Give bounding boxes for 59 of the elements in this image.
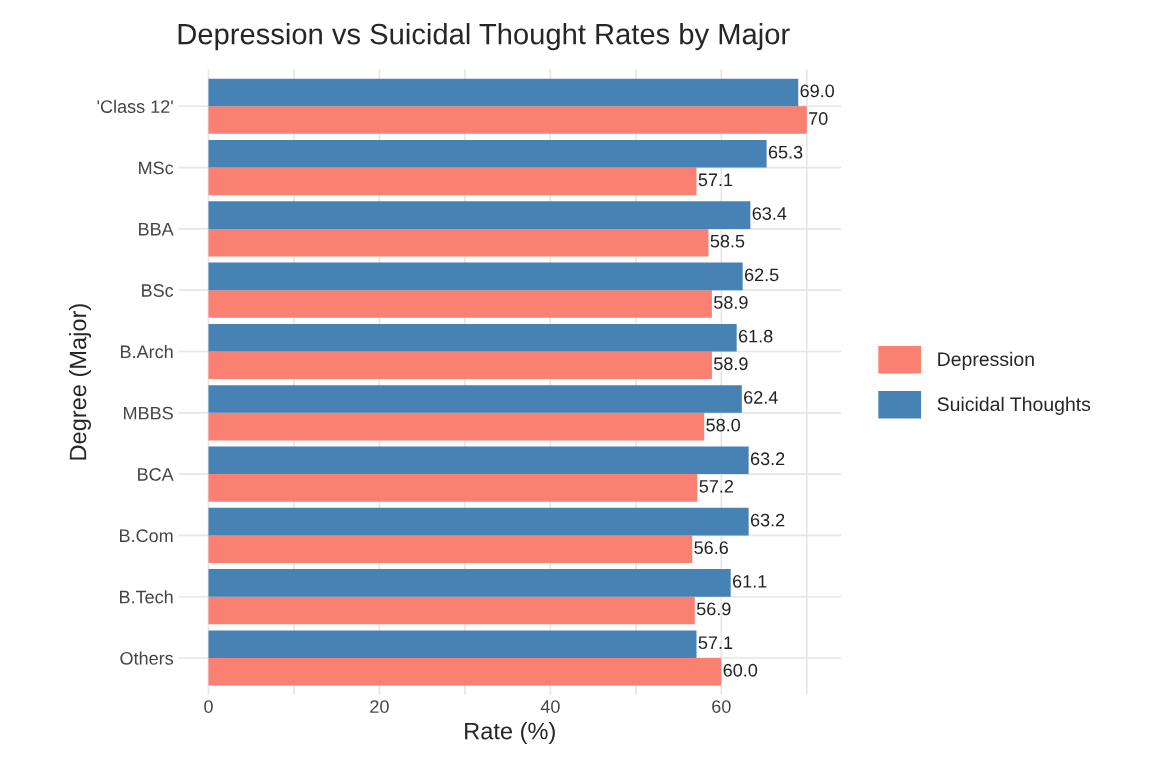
bar	[208, 535, 693, 563]
bar	[208, 201, 751, 229]
y-tick-label: MSc	[139, 161, 174, 175]
y-tick-label: BSc	[142, 284, 174, 297]
data-label: 62.5	[744, 268, 779, 282]
data-label: 63.2	[750, 452, 785, 466]
y-tick-label: B.Com	[120, 529, 173, 543]
data-label: 58.9	[714, 296, 748, 309]
data-label: 62.4	[744, 391, 778, 404]
bar	[208, 658, 722, 686]
bar	[208, 106, 807, 134]
data-label: 56.9	[696, 602, 731, 616]
bar	[208, 446, 749, 475]
data-label: 61.1	[733, 574, 767, 588]
y-axis-title: Degree (Major)	[68, 304, 91, 460]
bar	[208, 290, 712, 318]
data-label: 63.2	[750, 513, 785, 527]
x-tick-label: 60	[712, 700, 731, 713]
y-tick-label: 'Class 12'	[97, 99, 173, 113]
legend-label: Suicidal Thoughts	[937, 396, 1091, 415]
y-tick-label: BCA	[138, 468, 174, 481]
bar	[208, 228, 709, 257]
bar	[208, 351, 712, 380]
bar	[208, 596, 695, 625]
data-label: 63.4	[752, 207, 787, 220]
data-label: 58.0	[706, 418, 741, 432]
bar	[208, 78, 799, 107]
data-label: 58.5	[710, 234, 745, 248]
data-label: 70	[809, 112, 828, 125]
bar	[208, 262, 743, 291]
bar	[208, 569, 731, 597]
y-tick-label: Others	[120, 651, 174, 665]
x-axis-title: Rate (%)	[465, 722, 555, 745]
data-label: 60.0	[723, 663, 758, 677]
legend-label: Depression	[938, 351, 1034, 370]
data-label: 57.2	[699, 479, 733, 493]
bar	[208, 139, 767, 168]
data-label: 58.9	[714, 357, 748, 371]
bar	[208, 323, 737, 352]
bar	[208, 507, 749, 536]
bar	[208, 167, 697, 196]
y-tick-label: MBBS	[124, 406, 173, 420]
x-tick-label: 20	[370, 700, 389, 713]
y-tick-label: B.Tech	[119, 590, 173, 604]
data-label: 69.0	[800, 84, 835, 98]
data-label: 65.3	[768, 145, 803, 159]
data-label: 61.8	[738, 329, 773, 343]
data-label: 57.1	[698, 636, 733, 650]
bar	[208, 630, 697, 659]
bar	[208, 474, 698, 502]
bar	[208, 412, 705, 441]
chart-title: Depression vs Suicidal Thought Rates by Major	[178, 22, 790, 51]
x-tick-label: 0	[204, 700, 213, 713]
data-label: 57.1	[698, 173, 733, 187]
x-tick-label: 40	[540, 700, 560, 713]
y-tick-label: B.Arch	[121, 344, 173, 359]
bar	[208, 385, 742, 413]
data-label: 56.6	[694, 541, 728, 555]
y-tick-label: BBA	[139, 223, 174, 236]
